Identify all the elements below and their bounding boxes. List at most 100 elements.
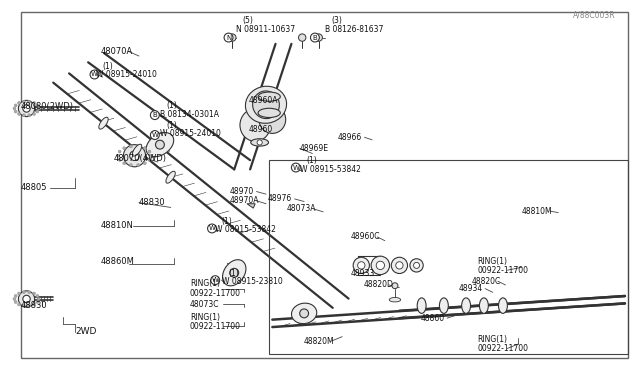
Text: 00922-11700: 00922-11700 <box>477 344 529 353</box>
Text: RING(1): RING(1) <box>477 336 508 344</box>
Text: W 08915-53842: W 08915-53842 <box>215 225 276 234</box>
Circle shape <box>300 309 308 318</box>
Text: W 08915-23810: W 08915-23810 <box>221 277 282 286</box>
Ellipse shape <box>245 86 287 123</box>
Text: 48976: 48976 <box>268 195 292 203</box>
Text: 48070(4WD): 48070(4WD) <box>113 154 166 163</box>
Circle shape <box>358 262 365 269</box>
Text: 48810M: 48810M <box>522 206 552 216</box>
Circle shape <box>14 295 17 298</box>
Circle shape <box>33 303 36 306</box>
Circle shape <box>33 112 36 115</box>
Text: 48860: 48860 <box>420 314 445 323</box>
Circle shape <box>123 147 125 150</box>
Circle shape <box>123 162 125 165</box>
Text: 48934: 48934 <box>458 284 483 293</box>
Text: (1): (1) <box>221 217 232 225</box>
Circle shape <box>13 298 16 301</box>
Circle shape <box>224 33 233 42</box>
Text: W: W <box>152 132 158 138</box>
Text: RING(1): RING(1) <box>190 279 220 288</box>
Circle shape <box>396 262 403 269</box>
Circle shape <box>36 295 39 298</box>
Circle shape <box>228 34 236 41</box>
Ellipse shape <box>253 91 280 119</box>
Text: (1): (1) <box>306 156 317 166</box>
Text: N: N <box>226 35 231 41</box>
Circle shape <box>143 162 147 165</box>
Text: 48830: 48830 <box>139 198 166 207</box>
Circle shape <box>156 140 164 149</box>
Text: 48933: 48933 <box>351 269 375 278</box>
Circle shape <box>28 304 31 307</box>
Text: 48820M: 48820M <box>304 337 335 346</box>
Text: W 08915-24010: W 08915-24010 <box>97 70 157 79</box>
Circle shape <box>129 164 132 167</box>
Circle shape <box>13 107 16 110</box>
Circle shape <box>28 291 31 294</box>
Ellipse shape <box>251 139 269 146</box>
Circle shape <box>124 145 145 167</box>
Circle shape <box>17 292 20 295</box>
Circle shape <box>298 34 306 41</box>
Text: 48960A: 48960A <box>249 96 278 105</box>
Circle shape <box>23 295 30 303</box>
Text: (1): (1) <box>166 101 177 110</box>
Circle shape <box>118 158 121 161</box>
Text: 48810N: 48810N <box>101 221 134 230</box>
Circle shape <box>118 150 121 153</box>
Text: B: B <box>312 35 317 41</box>
Circle shape <box>353 257 369 273</box>
Circle shape <box>22 100 26 103</box>
Text: 2WD: 2WD <box>76 327 97 336</box>
Text: RING(1): RING(1) <box>477 257 508 266</box>
Circle shape <box>150 154 152 157</box>
Text: B 08134-0301A: B 08134-0301A <box>160 109 219 119</box>
Circle shape <box>33 292 36 295</box>
Circle shape <box>33 102 36 105</box>
Circle shape <box>28 100 31 103</box>
Ellipse shape <box>251 102 269 109</box>
Bar <box>269 160 628 354</box>
Text: W: W <box>212 277 219 283</box>
Text: (1): (1) <box>166 121 177 129</box>
Circle shape <box>14 104 17 107</box>
Circle shape <box>116 154 120 157</box>
Circle shape <box>143 147 147 150</box>
Text: 48960: 48960 <box>249 125 273 134</box>
Circle shape <box>391 257 408 273</box>
Text: 48805: 48805 <box>20 183 47 192</box>
Ellipse shape <box>258 92 280 101</box>
Text: 00922-11700: 00922-11700 <box>477 266 529 275</box>
Text: 48970A: 48970A <box>230 196 259 205</box>
Text: (1): (1) <box>103 61 113 71</box>
Text: 48830: 48830 <box>20 301 47 311</box>
Text: W: W <box>209 225 216 231</box>
Ellipse shape <box>132 144 141 156</box>
Ellipse shape <box>259 106 285 134</box>
Circle shape <box>392 283 398 289</box>
Circle shape <box>291 163 300 172</box>
Circle shape <box>148 158 151 161</box>
Circle shape <box>36 104 39 107</box>
Text: 48073C: 48073C <box>190 300 220 309</box>
Ellipse shape <box>146 132 173 157</box>
Text: 00922-11700: 00922-11700 <box>190 289 241 298</box>
Ellipse shape <box>479 298 488 313</box>
Circle shape <box>37 107 40 110</box>
Text: W 08915-53842: W 08915-53842 <box>300 165 360 174</box>
Text: (1): (1) <box>228 269 239 278</box>
Circle shape <box>257 140 262 145</box>
Circle shape <box>36 301 39 304</box>
Text: B: B <box>152 112 157 118</box>
Circle shape <box>150 111 159 119</box>
Text: 48970: 48970 <box>230 187 254 196</box>
Text: (5): (5) <box>243 16 253 25</box>
Text: 48070A: 48070A <box>101 47 133 56</box>
Text: W: W <box>91 71 98 77</box>
Circle shape <box>90 70 99 79</box>
Circle shape <box>17 303 20 306</box>
Text: B 08126-81637: B 08126-81637 <box>325 25 383 33</box>
Circle shape <box>257 103 262 108</box>
Circle shape <box>315 34 323 41</box>
